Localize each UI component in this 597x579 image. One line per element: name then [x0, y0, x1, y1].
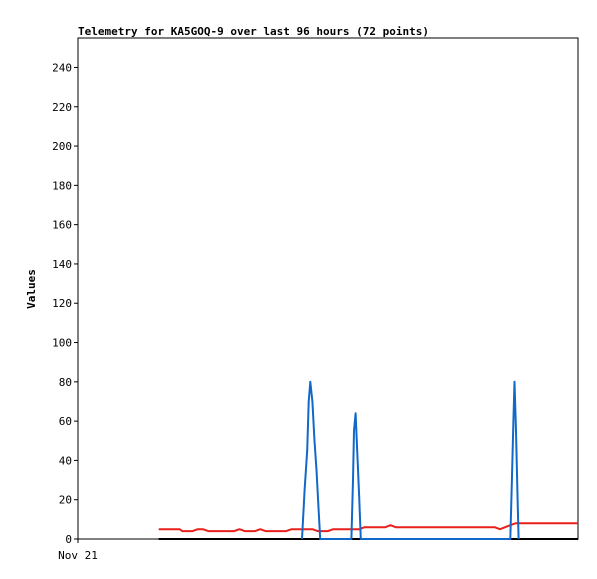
y-tick-label: 180: [52, 179, 72, 192]
y-tick-label: 40: [59, 454, 72, 467]
y-tick-label: 20: [59, 494, 72, 507]
x-axis: Nov 21: [58, 539, 98, 562]
y-tick-label: 120: [52, 297, 72, 310]
y-tick-label: 80: [59, 376, 72, 389]
y-tick-label: 200: [52, 140, 72, 153]
x-tick-label: Nov 21: [58, 549, 98, 562]
series-line-red: [158, 522, 578, 533]
y-tick-label: 140: [52, 258, 72, 271]
chart-title: Telemetry for KA5GOQ-9 over last 96 hour…: [78, 25, 429, 38]
series-layer: [158, 380, 578, 540]
series-line-blue: [301, 380, 520, 540]
plot-frame: [77, 37, 579, 540]
y-axis-label: Values: [25, 269, 38, 309]
y-axis: 0 20 40 60 80 100 120 140 160 180 200 220 240: [52, 61, 78, 546]
y-tick-label: 240: [52, 61, 72, 74]
y-tick-label: 220: [52, 101, 72, 114]
y-tick-label: 160: [52, 219, 72, 232]
y-tick-label: 60: [59, 415, 72, 428]
y-tick-label: 0: [65, 533, 72, 546]
y-tick-label: 100: [52, 337, 72, 350]
